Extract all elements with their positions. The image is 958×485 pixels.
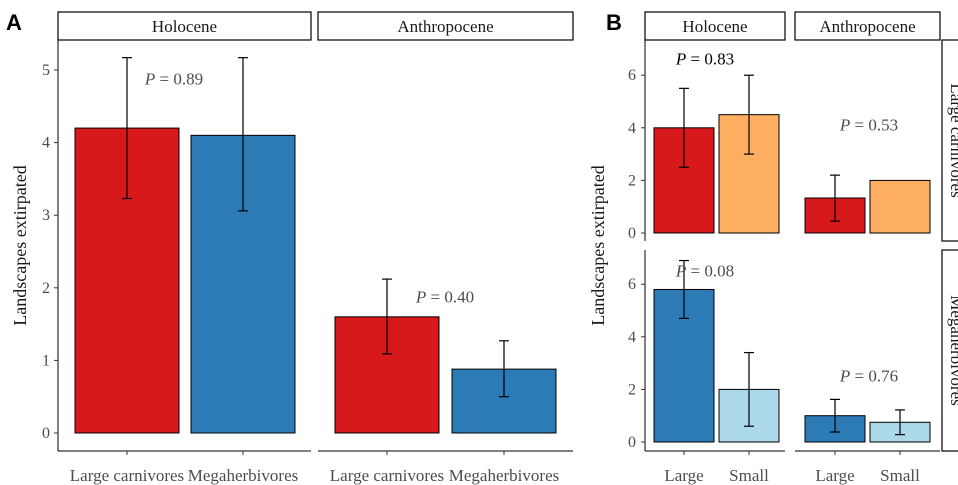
facet-strip-label-a: Anthropocene (397, 17, 493, 36)
y-axis-label-b: Landscapes extirpated (588, 165, 608, 325)
p-value-b: P = 0.76 (839, 367, 898, 386)
x-tick-label-a: Megaherbivores (188, 466, 298, 485)
p-value-b: P = 0.53 (839, 115, 898, 134)
facet-row-strip-b (941, 249, 958, 452)
y-tick-label-b: 6 (628, 276, 636, 293)
x-tick-label-a: Large carnivores (330, 466, 444, 485)
x-tick-label-a: Large carnivores (70, 466, 184, 485)
panel-letter-b: B (606, 10, 622, 35)
y-tick-label-a: 1 (42, 352, 50, 369)
x-tick-label-b: Large (664, 466, 703, 485)
x-tick-label-b: Large (815, 466, 854, 485)
p-value-b: P = 0.83 (675, 50, 734, 69)
y-tick-label-b: 0 (628, 434, 636, 451)
x-tick-label-a: Megaherbivores (449, 466, 559, 485)
y-tick-label-a: 5 (42, 62, 50, 79)
facet-strip-b (794, 11, 941, 41)
facet-strip-b (644, 11, 786, 41)
panel-letter-a: A (6, 10, 22, 35)
y-tick-label-b: 4 (628, 120, 636, 137)
facet-row-strip-label-b: Large carnivores (947, 83, 958, 197)
y-tick-label-b: 0 (628, 225, 636, 242)
facet-strip-label-b: Anthropocene (819, 17, 915, 36)
y-tick-label-b: 2 (628, 172, 636, 189)
p-value-a: P = 0.40 (415, 287, 474, 306)
y-tick-label-a: 0 (42, 425, 50, 442)
y-tick-label-b: 2 (628, 381, 636, 398)
facet-row-strip-label-b: Megaherbivores (947, 295, 958, 405)
x-tick-label-b: Small (729, 466, 769, 485)
facet-strip-label-a: Holocene (152, 17, 217, 36)
facet-strip-a (317, 11, 574, 41)
y-tick-label-a: 4 (42, 135, 50, 152)
facet-row-strip-b (941, 39, 958, 242)
p-value-b: P = 0.08 (675, 261, 734, 280)
y-tick-label-a: 2 (42, 280, 50, 297)
facet-strip-a (57, 11, 312, 41)
p-value-a: P = 0.89 (144, 70, 203, 89)
facet-strip-label-b: Holocene (682, 17, 747, 36)
y-axis-label-a: Landscapes extirpated (10, 165, 30, 325)
x-tick-label-b: Small (880, 466, 920, 485)
y-tick-label-b: 6 (628, 67, 636, 84)
y-tick-label-b: 4 (628, 329, 636, 346)
y-tick-label-a: 3 (42, 207, 50, 224)
bar-b (869, 179, 931, 234)
